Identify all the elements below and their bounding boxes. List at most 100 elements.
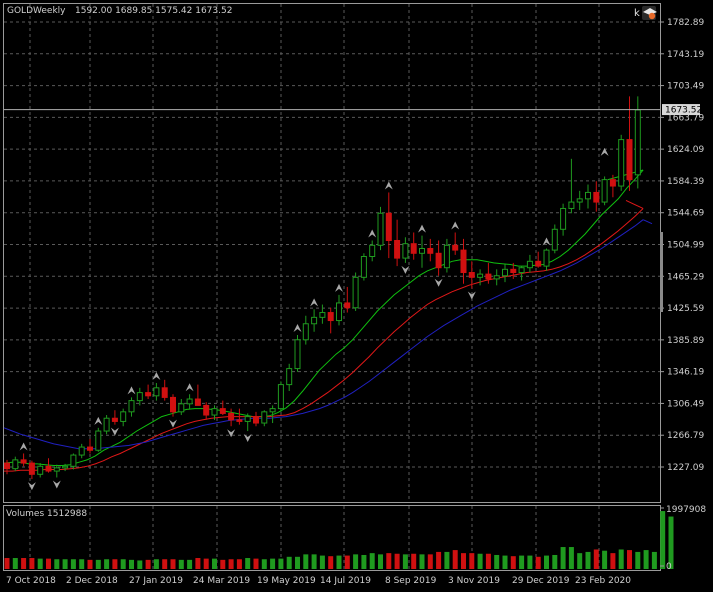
volume-bar	[245, 558, 251, 569]
fractal-up-arrow	[310, 298, 319, 307]
volume-bar	[328, 556, 334, 569]
time-tick-label: 14 Jul 2019	[320, 576, 371, 586]
volume-bar	[452, 550, 458, 569]
volume-bar	[519, 555, 525, 569]
candle-body	[336, 302, 342, 322]
candle-body	[53, 467, 60, 472]
volume-bar	[427, 554, 433, 569]
candle-body	[477, 273, 484, 278]
time-tick-label: 27 Jan 2019	[129, 576, 183, 586]
candle-body	[601, 179, 608, 203]
ma-slow-line-ext	[642, 219, 653, 225]
fractal-down-arrow	[467, 291, 476, 300]
volume-bar	[95, 559, 101, 569]
volume-bar	[104, 559, 110, 569]
time-tick-label: 8 Sep 2019	[385, 576, 437, 586]
volume-bar	[610, 553, 616, 569]
volume-bar	[361, 554, 367, 569]
candle-body	[634, 109, 641, 176]
candle-body	[576, 198, 583, 203]
price-chart-area[interactable]	[3, 3, 661, 503]
fractal-down-arrow	[52, 480, 61, 489]
price-tick-label: 1266.79	[667, 431, 704, 441]
time-tick-label: 2 Dec 2018	[66, 576, 118, 586]
candle-body	[95, 430, 102, 451]
candle-body	[178, 403, 185, 413]
volume-bar	[386, 553, 392, 569]
candle-body	[435, 252, 442, 269]
price-tick-label: 1465.29	[667, 272, 704, 282]
candles	[4, 96, 641, 480]
fractal-up-arrow	[384, 181, 393, 190]
volume-bar	[378, 554, 383, 569]
candle-body	[618, 139, 625, 187]
price-tick-label: 1425.59	[667, 304, 704, 314]
candle-body	[12, 459, 19, 470]
volume-bar	[162, 559, 168, 569]
fractal-up-arrow	[542, 237, 551, 246]
fractal-down-arrow	[27, 482, 36, 491]
candle-body	[543, 249, 550, 267]
volume-bar	[87, 559, 93, 569]
volume-bar	[577, 553, 583, 569]
volume-bar	[469, 553, 475, 569]
volume-bar	[527, 555, 533, 569]
candle-body	[194, 398, 201, 406]
volume-bar	[344, 555, 350, 569]
candle-body	[568, 201, 575, 209]
candle-body	[510, 268, 517, 274]
volume-bar	[253, 558, 259, 569]
volume-bar	[635, 551, 641, 569]
ma-mid-line-ext	[625, 200, 644, 209]
current-price-label: 1673.52	[665, 106, 702, 116]
current-price-tag: 1673.52	[662, 104, 702, 116]
volume-bar	[195, 558, 201, 569]
price-tick-label: 1743.19	[667, 50, 704, 60]
candle-body	[219, 408, 226, 414]
price-tick-label: 1782.89	[667, 18, 704, 28]
time-tick-label: 19 May 2019	[257, 576, 316, 586]
fractal-markers	[19, 147, 609, 491]
candle-body	[45, 465, 52, 472]
candle-body	[443, 244, 450, 269]
volume-bar	[79, 559, 85, 569]
volume-bar	[203, 558, 209, 569]
fractal-down-arrow	[434, 278, 443, 287]
volume-bar	[552, 554, 558, 569]
volume-bar	[544, 555, 549, 569]
price-tick-label: 1544.69	[667, 209, 704, 219]
time-tick-label: 7 Oct 2018	[6, 576, 56, 586]
autoscroll-k-icon[interactable]: k	[634, 8, 640, 19]
ma-slow-line	[3, 219, 644, 450]
volume-bar	[477, 553, 483, 569]
candle-body	[427, 247, 434, 254]
volume-max-label: 1997908	[666, 505, 706, 515]
fractal-up-arrow	[127, 386, 136, 395]
volume-bar	[46, 558, 51, 569]
candle-body	[103, 417, 110, 432]
volume-bar	[461, 553, 466, 569]
volume-bar	[436, 551, 442, 569]
price-tick-label: 1624.09	[667, 145, 704, 155]
candle-body	[120, 411, 127, 422]
volume-bar	[411, 553, 417, 569]
volume-bar	[502, 555, 508, 569]
fractal-up-arrow	[94, 416, 103, 425]
candle-body	[20, 459, 27, 464]
candle-body	[4, 462, 10, 470]
volume-bar	[212, 558, 217, 569]
candle-body	[344, 302, 351, 309]
candle-body	[153, 387, 160, 397]
candle-body	[128, 400, 135, 413]
candle-body	[236, 419, 243, 422]
fractal-up-arrow	[293, 323, 302, 332]
fractal-up-arrow	[152, 372, 161, 381]
volume-bar	[618, 549, 624, 569]
candle-body	[327, 312, 334, 322]
hat-icon[interactable]	[642, 6, 657, 20]
volume-bar	[228, 559, 234, 569]
chart-scroll-handle[interactable]	[660, 232, 663, 312]
volume-bar	[4, 558, 10, 569]
candle-body	[377, 212, 384, 246]
